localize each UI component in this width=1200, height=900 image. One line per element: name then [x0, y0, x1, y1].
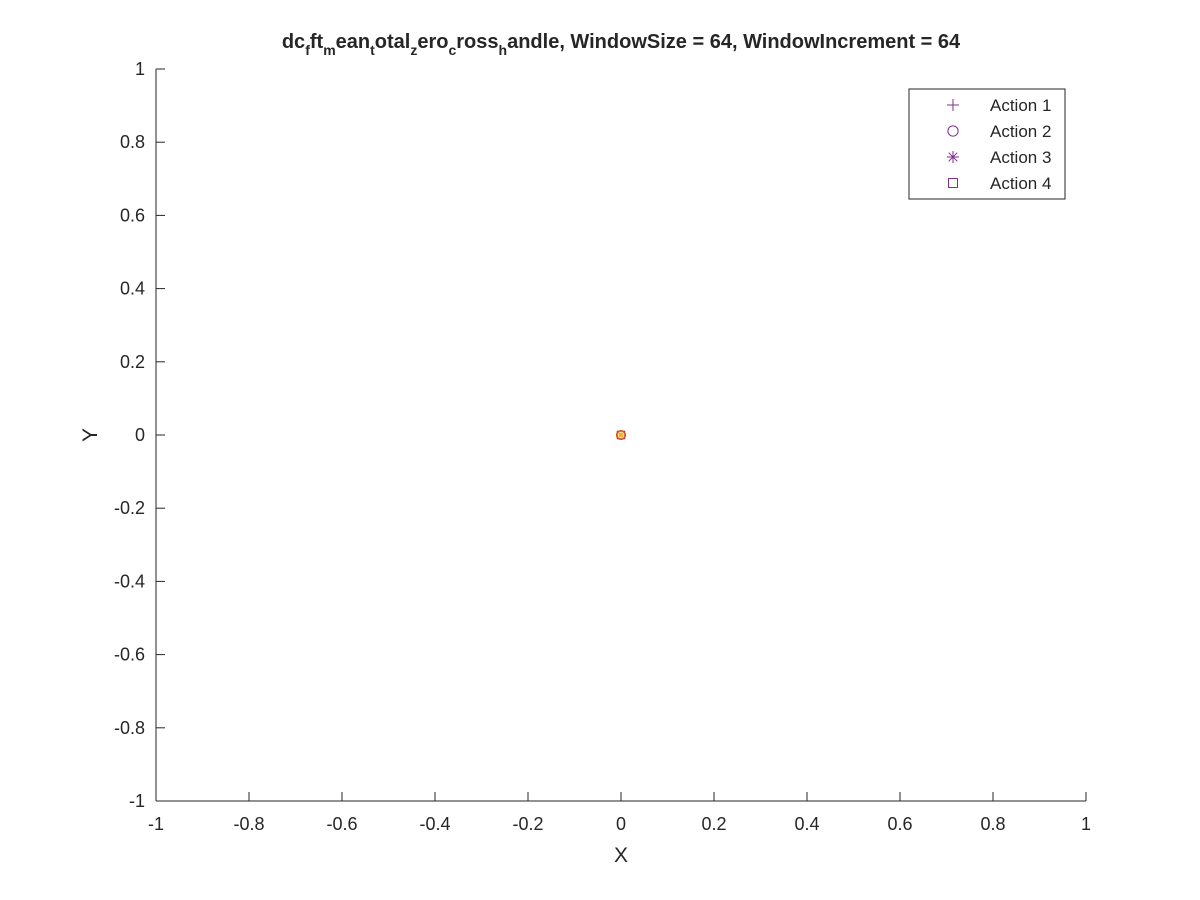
- legend-marker-circle: [947, 125, 959, 137]
- x-tick-label: 0.8: [980, 814, 1005, 834]
- x-tick-label: 0.6: [887, 814, 912, 834]
- title-segment: c: [448, 42, 456, 58]
- legend-entry-label: Action 2: [990, 122, 1051, 141]
- y-tick-label: -1: [129, 791, 145, 811]
- title-segment: ero: [417, 31, 448, 53]
- y-tick-label: 0.2: [120, 352, 145, 372]
- title-segment: h: [499, 42, 508, 58]
- y-tick-label: -0.4: [114, 571, 145, 591]
- title-segment: otal: [375, 31, 411, 53]
- x-tick-labels: -1 -0.8 -0.6 -0.4 -0.2 0 0.2 0.4 0.6 0.8 1: [148, 814, 1091, 834]
- title-segment: ft: [310, 31, 324, 53]
- y-tick-label: -0.2: [114, 498, 145, 518]
- y-tick-label: 0.4: [120, 279, 145, 299]
- x-tick-label: -0.6: [326, 814, 357, 834]
- title-segment: z: [410, 42, 417, 58]
- y-tick-label: 0: [135, 425, 145, 445]
- legend-marker-square: [948, 178, 958, 188]
- y-tick-label: -0.6: [114, 645, 145, 665]
- data-point-square: [616, 430, 626, 440]
- legend-marker-plus: [947, 99, 959, 111]
- y-axis-label: Y: [79, 428, 102, 442]
- data-point-overlay-circle: [616, 430, 626, 440]
- legend-entry-label: Action 3: [990, 148, 1051, 167]
- chart-title: dcfftmeantotalzerocrosshandle, WindowSiz…: [282, 31, 961, 58]
- legend: Action 1 Action 2 Action 3 Action 4: [908, 88, 1066, 200]
- legend-marker-asterisk: [947, 151, 959, 163]
- x-tick-label: -0.2: [512, 814, 543, 834]
- x-tick-label: -0.4: [419, 814, 450, 834]
- title-segment: t: [370, 42, 375, 58]
- legend-entry-label: Action 4: [990, 174, 1051, 193]
- x-tick-label: -0.8: [233, 814, 264, 834]
- title-segment: ross: [456, 31, 498, 53]
- y-tick-label: -0.8: [114, 718, 145, 738]
- data-points: [616, 430, 626, 440]
- x-tick-label: -1: [148, 814, 164, 834]
- y-tick-label: 1: [135, 59, 145, 79]
- legend-entry-label: Action 1: [990, 96, 1051, 115]
- legend-box: [908, 88, 1066, 200]
- x-axis-label: X: [614, 844, 628, 867]
- x-tick-label: 0.4: [794, 814, 819, 834]
- data-point-overlay-asterisk: [617, 431, 625, 439]
- tick-marks: [155, 68, 1087, 802]
- title-segment: m: [323, 42, 335, 58]
- title-segment: f: [305, 42, 310, 58]
- x-tick-label: 0.2: [701, 814, 726, 834]
- x-tick-label: 1: [1081, 814, 1091, 834]
- y-tick-label: 0.6: [120, 205, 145, 225]
- title-segment: andle, WindowSize = 64, WindowIncrement …: [507, 31, 961, 53]
- x-tick-label: 0: [616, 814, 626, 834]
- title-segment: ean: [336, 31, 370, 53]
- y-tick-label: 0.8: [120, 132, 145, 152]
- y-tick-labels: -1 -0.8 -0.6 -0.4 -0.2 0 0.2 0.4 0.6 0.8 1: [114, 59, 145, 811]
- title-segment: dc: [282, 31, 305, 53]
